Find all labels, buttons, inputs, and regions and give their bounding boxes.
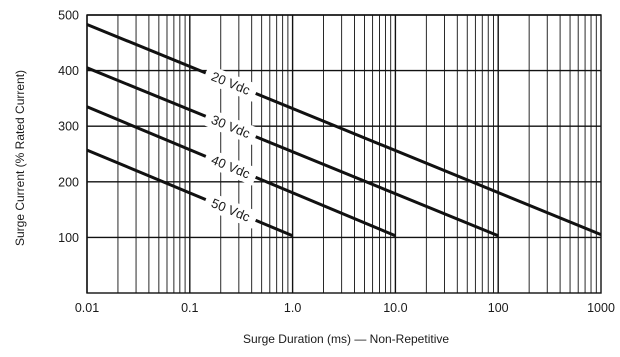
series-label: 40 Vdc <box>209 152 253 182</box>
y-tick-label: 300 <box>58 120 79 134</box>
series-label-group: 50 Vdc <box>202 191 260 229</box>
y-tick-label: 400 <box>58 64 79 78</box>
series-label-halo <box>202 107 260 146</box>
series-label-group: 40 Vdc <box>202 148 260 186</box>
series-labels: 20 Vdc 30 Vdc 40 Vdc 50 Vdc <box>202 64 260 229</box>
x-axis-label: Surge Duration (ms) — Non-Repetitive <box>243 332 449 346</box>
x-tick-label: 100 <box>488 301 509 315</box>
x-tick-label: 0.1 <box>181 301 198 315</box>
x-tick-label: 1000 <box>587 301 615 315</box>
series-line-20-vdc <box>86 23 602 237</box>
x-tick-label: 10.0 <box>383 301 407 315</box>
plot-frame <box>86 14 602 294</box>
series-label: 30 Vdc <box>209 112 253 141</box>
series-label: 20 Vdc <box>209 69 253 98</box>
y-tick-label: 100 <box>58 231 79 245</box>
series-line-50-vdc <box>86 148 294 238</box>
grid <box>86 14 601 293</box>
series-lines <box>86 23 602 238</box>
series-label: 50 Vdc <box>209 195 253 225</box>
x-tick-label: 0.01 <box>75 301 99 315</box>
series-label-halo <box>202 148 260 186</box>
y-tick-labels: 100 200 300 400 500 <box>58 9 79 245</box>
series-label-group: 30 Vdc <box>202 107 260 146</box>
x-tick-label: 1.0 <box>284 301 301 315</box>
y-tick-label: 500 <box>58 9 79 23</box>
series-label-halo <box>202 64 260 102</box>
series-line-30-vdc <box>86 66 499 238</box>
y-axis-label: Surge Current (% Rated Current) <box>13 70 27 246</box>
x-tick-labels: 0.01 0.1 1.0 10.0 100 1000 <box>75 301 615 315</box>
series-label-halo <box>202 191 260 229</box>
y-tick-label: 200 <box>58 175 79 189</box>
